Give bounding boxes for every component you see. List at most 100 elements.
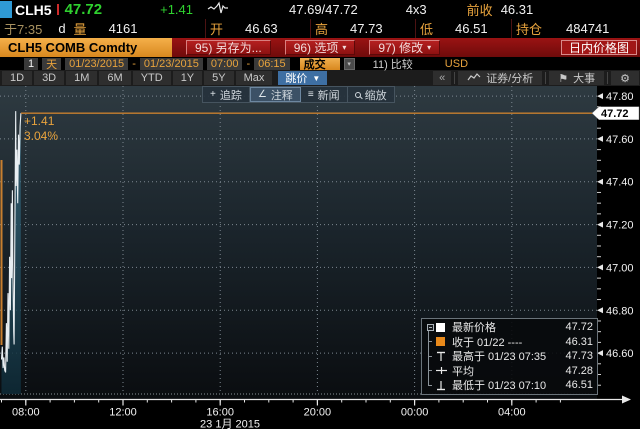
currency-value[interactable]: USD (444, 57, 469, 70)
tree-collapse-toggle[interactable] (426, 323, 434, 331)
x-axis-label: 16:00 (206, 407, 234, 419)
security-color-block (0, 1, 12, 18)
y-axis-label: 47.00 (606, 262, 634, 274)
high-label: 高 (315, 22, 329, 37)
chevron-down-icon: ▼ (312, 73, 321, 83)
sparkline-icon (207, 1, 233, 18)
y-major-tick-icon (597, 135, 603, 142)
function-title: 日内价格图 (560, 40, 637, 55)
legend-row-last: 最新价格 47.72 (424, 320, 593, 335)
x-axis-label: 00:00 (401, 407, 429, 419)
chevron-down-icon: ▾ (427, 43, 432, 52)
function-title-bar: CLH5 COMB Comdty 95) 另存为... 96) 选项 ▾ 97) … (0, 38, 640, 57)
chart-toolbar: + 追踪 ∠ 注释 ≡ 新闻 缩放 (202, 86, 395, 103)
events-button[interactable]: ⚑ 大事 (549, 71, 605, 85)
prev-close-label: 前收 (466, 3, 493, 18)
settings-button[interactable]: ⚙ (611, 71, 639, 85)
tab-1d[interactable]: 1D (2, 71, 33, 85)
y-axis-label: 46.60 (606, 348, 634, 360)
time-to-field[interactable]: 06:15 (254, 57, 290, 70)
pencil-icon: ∠ (257, 89, 267, 100)
open-label: 开 (210, 22, 224, 37)
volume-value: 4161 (108, 21, 138, 36)
divider (607, 72, 609, 84)
tab-3d[interactable]: 3D (34, 71, 65, 85)
last-price-swatch (436, 322, 445, 332)
annotation-change: +1.41 (24, 114, 55, 128)
y-axis-label: 47.40 (606, 177, 634, 189)
save-as-button[interactable]: 95) 另存为... (186, 40, 271, 55)
legend-value: 47.28 (565, 364, 593, 377)
legend-label: 最高于 01/23 07:35 (452, 351, 547, 364)
legend-row-high: 最高于 01/23 07:35 47.73 (424, 349, 593, 364)
y-axis-label: 47.60 (606, 134, 634, 146)
as-of-time: 于7:35 (4, 22, 43, 37)
y-major-tick-icon (597, 93, 603, 100)
period-tab-bar: 1D 3D 1M 6M YTD 1Y 5Y Max 跳价 ▼ « 证券/分析 ⚑ … (0, 70, 640, 86)
divider (545, 72, 547, 84)
last-price: 47.72 (64, 1, 103, 18)
chart-plot-svg[interactable]: 08:00 12:00 16:00 20:00 00:00 04:00 23 1月 2015… (0, 86, 640, 429)
news-button[interactable]: ≡ 新闻 (301, 87, 348, 102)
open-value: 46.63 (245, 21, 278, 36)
tab-max[interactable]: Max (235, 71, 273, 85)
y-axis-label: 47.20 (606, 220, 634, 232)
last-price-badge (591, 106, 640, 120)
tab-1y[interactable]: 1Y (172, 71, 203, 85)
y-major-tick-icon (597, 264, 603, 271)
edit-button[interactable]: 97) 修改 ▾ (369, 40, 441, 55)
prev-close-swatch (436, 337, 445, 347)
last-price-badge-value: 47.72 (601, 108, 629, 120)
field-dropdown-arrow[interactable]: ▾ (343, 57, 355, 70)
legend-label: 收于 01/22 ---- (452, 336, 523, 349)
lot-size: 4x3 (405, 2, 427, 17)
dash-separator: - (246, 57, 251, 70)
x-axis-date-label: 23 1月 2015 (200, 419, 260, 429)
options-button[interactable]: 96) 选项 ▾ (284, 40, 356, 55)
dash-separator: - (132, 57, 136, 70)
annotate-button[interactable]: ∠ 注释 (249, 87, 301, 102)
low-value: 46.51 (455, 21, 488, 36)
y-major-tick-icon (597, 350, 603, 357)
chevron-down-icon: ▾ (342, 43, 347, 52)
legend-value: 47.72 (565, 321, 593, 334)
zoom-button[interactable]: 缩放 (348, 87, 394, 102)
bid-ask: 47.69/47.72 (289, 2, 358, 17)
compare-button[interactable]: 11) 比较 (372, 58, 413, 71)
time-from-field[interactable]: 07:00 (206, 57, 243, 70)
intraday-chart-area[interactable]: 08:00 12:00 16:00 20:00 00:00 04:00 23 1月 2015… (0, 86, 640, 429)
average-marker-icon (436, 365, 452, 376)
range-toolbar: 1 天 01/23/2015 - 01/23/2015 07:00 - 06:1… (0, 57, 640, 71)
legend-value: 47.73 (565, 350, 593, 363)
x-axis-label: 08:00 (12, 407, 40, 419)
prev-close-value: 46.31 (500, 2, 534, 17)
track-button[interactable]: + 追踪 (203, 87, 250, 102)
x-axis-label: 04:00 (498, 407, 526, 419)
range-unit-field[interactable]: 天 (42, 57, 62, 71)
range-value-field[interactable]: 1 (24, 57, 39, 70)
security-description[interactable]: CLH5 COMB Comdty (0, 38, 172, 57)
tab-1m[interactable]: 1M (66, 71, 98, 85)
chart-legend: 最新价格 47.72 收于 01/22 ---- 46.31 最高于 01/23… (421, 318, 598, 395)
tab-ytd[interactable]: YTD (132, 71, 171, 85)
tab-6m[interactable]: 6M (99, 71, 131, 85)
security-analysis-button[interactable]: 证券/分析 (458, 71, 543, 85)
chart-line-icon (467, 72, 481, 85)
price-field-dropdown[interactable]: 成交 (299, 57, 340, 71)
high-whisker-icon (436, 351, 452, 362)
collapse-button[interactable]: « (433, 71, 452, 85)
y-axis-label: 46.80 (606, 305, 634, 317)
date-from-field[interactable]: 01/23/2015 (65, 57, 129, 70)
magnifier-icon (354, 91, 361, 98)
high-value: 47.73 (350, 21, 383, 36)
date-to-field[interactable]: 01/23/2015 (139, 57, 203, 70)
x-axis-arrow-icon (622, 395, 631, 404)
gear-icon: ⚙ (620, 72, 630, 85)
legend-row-low: 最低于 01/23 07:10 46.51 (424, 378, 593, 393)
tick-type-dropdown[interactable]: 跳价 ▼ (278, 71, 328, 85)
y-major-tick-icon (597, 221, 603, 228)
legend-label: 最新价格 (452, 322, 496, 335)
x-axis-label: 20:00 (304, 407, 332, 419)
tab-5y[interactable]: 5Y (204, 71, 234, 85)
